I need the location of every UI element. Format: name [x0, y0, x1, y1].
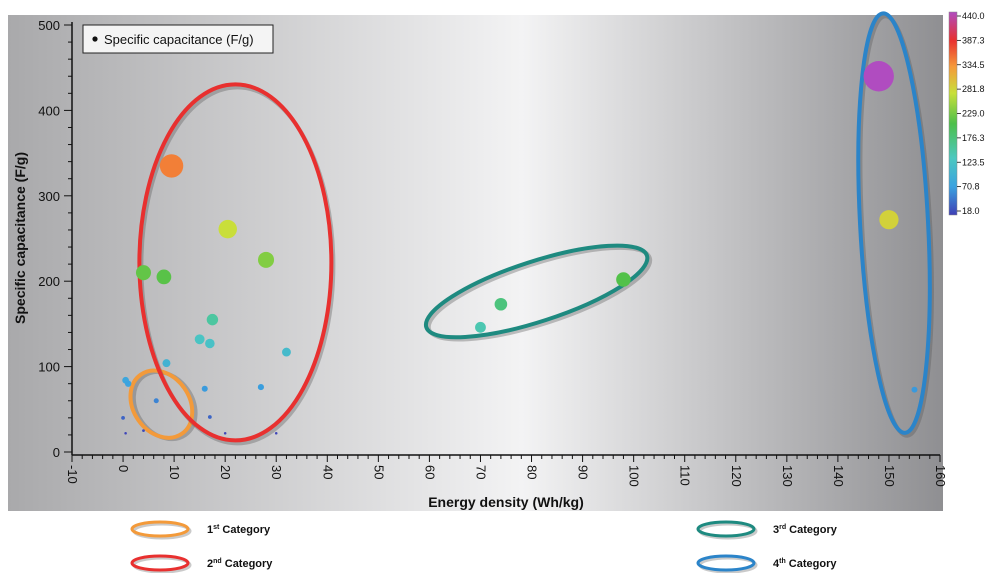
x-tick-label-40: 40	[320, 465, 335, 479]
category-legend: 1st Category 2nd Category 3rd Category 4th …	[130, 520, 838, 573]
x-tick-label-30: 30	[269, 465, 284, 479]
x-tick-label-20: 20	[218, 465, 233, 479]
data-point-15	[282, 347, 291, 357]
data-point-23	[616, 272, 631, 287]
x-tick-label-120: 120	[729, 465, 744, 487]
x-tick-label-50: 50	[371, 465, 386, 479]
x-axis-title: Energy density (Wh/kg)	[428, 494, 584, 510]
data-point-5	[124, 431, 127, 435]
data-point-25	[879, 210, 899, 230]
data-point-1	[124, 380, 132, 387]
x-tick-label-90: 90	[576, 465, 591, 479]
colorbar-tick-label-1: 387.3	[962, 35, 985, 45]
x-tick-label-80: 80	[525, 465, 540, 479]
y-tick-label-100: 100	[38, 360, 60, 375]
x-tick-label-0: 0	[116, 465, 131, 472]
category-1-legend-swatch	[130, 520, 190, 538]
data-point-24	[863, 61, 894, 92]
x-tick-label-100: 100	[627, 465, 642, 487]
data-point-2	[153, 398, 159, 404]
colorbar: 440.0 387.3 334.5 281.8 229.0 176.3 123.5 70.8 1…	[948, 11, 985, 216]
data-point-21	[475, 321, 486, 333]
data-point-14	[162, 359, 171, 368]
colorbar-tick-label-2: 334.5	[962, 60, 985, 70]
data-point-4	[142, 429, 145, 433]
data-point-20	[274, 431, 278, 435]
data-point-16	[201, 385, 208, 392]
data-point-13	[205, 338, 215, 349]
x-tick-label-140: 140	[831, 465, 846, 487]
category-3-ellipse	[423, 243, 650, 340]
colorbar-tick-label-4: 229.0	[962, 109, 985, 119]
chart-background	[8, 15, 943, 511]
category-2-legend-label: 2nd Category	[207, 558, 273, 570]
data-point-11	[206, 313, 219, 326]
legend-box	[82, 24, 274, 54]
category-3-legend-label: 3rd Category	[773, 524, 838, 536]
data-point-10	[156, 269, 172, 285]
colorbar-tick-label-7: 70.8	[962, 182, 980, 192]
category-ellipses	[128, 11, 934, 446]
y-tick-label-300: 300	[38, 189, 60, 204]
x-tick-label--10: -10	[65, 465, 80, 484]
legend-label: Specific capacitance (F/g)	[104, 32, 254, 47]
category-1-ellipse	[128, 368, 195, 440]
x-tick-label-70: 70	[473, 465, 488, 479]
x-tick-label-110: 110	[678, 465, 693, 486]
data-point-12	[194, 334, 205, 345]
data-point-26	[911, 386, 918, 393]
category-2-legend-swatch	[130, 554, 190, 572]
x-ticks: -10 0 10 20 30 40 50 60 70 80 90 100 110 120 130 140 150…	[65, 455, 948, 487]
y-tick-label-0: 0	[53, 445, 60, 460]
colorbar-gradient	[948, 11, 958, 216]
x-tick-label-130: 130	[780, 465, 795, 487]
legend: Specific capacitance (F/g)	[82, 24, 274, 54]
category-2-ellipse	[137, 82, 334, 443]
data-point-22	[494, 297, 508, 311]
category-1-legend-label: 1st Category	[207, 524, 271, 536]
data-point-9	[135, 265, 152, 281]
x-tick-label-10: 10	[167, 465, 182, 479]
y-tick-label-400: 400	[38, 103, 60, 118]
x-tick-label-150: 150	[882, 465, 897, 487]
colorbar-tick-label-0: 440.0	[962, 11, 985, 21]
data-point-3	[121, 415, 125, 420]
category-3-legend-swatch	[696, 520, 756, 538]
data-point-7	[218, 219, 237, 239]
y-axis-title: Specific capacitance (F/g)	[12, 152, 28, 324]
x-tick-label-160: 160	[933, 465, 948, 487]
data-point-6	[159, 154, 184, 178]
colorbar-tick-label-6: 123.5	[962, 157, 985, 167]
data-point-17	[257, 384, 264, 391]
axes	[71, 22, 940, 456]
data-point-8	[257, 251, 275, 268]
data-points	[121, 61, 918, 435]
category-4-ellipse	[856, 11, 932, 435]
colorbar-tick-label-3: 281.8	[962, 84, 985, 94]
y-ticks: 0 100 200 300 400 500	[38, 18, 72, 460]
category-4-legend-swatch	[696, 554, 756, 572]
y-tick-label-500: 500	[38, 18, 60, 33]
category-4-legend-label: 4th Category	[773, 558, 837, 570]
data-point-18	[207, 415, 212, 419]
legend-marker	[92, 36, 98, 42]
colorbar-tick-label-8: 18.0	[962, 206, 980, 216]
y-tick-label-200: 200	[38, 274, 60, 289]
colorbar-tick-label-5: 176.3	[962, 133, 985, 143]
data-point-19	[223, 431, 227, 435]
x-tick-label-60: 60	[422, 465, 437, 479]
